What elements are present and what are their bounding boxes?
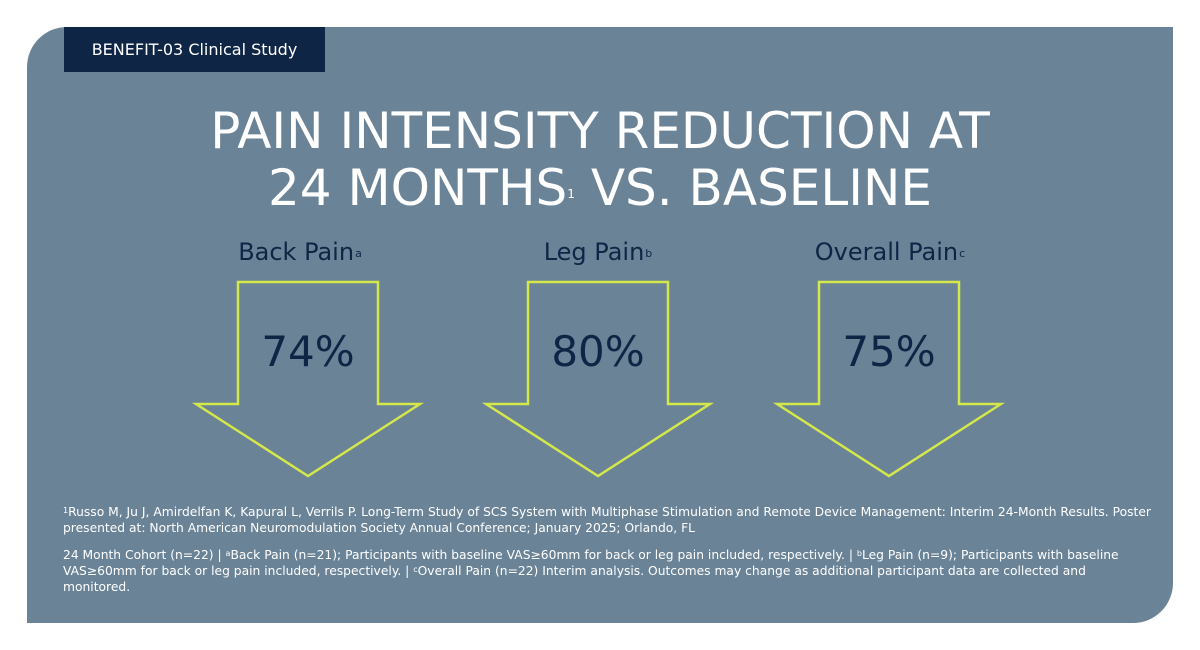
reference-marker: 1 <box>63 506 69 515</box>
reference-text: Russo M, Ju J, Amirdelfan K, Kapural L, … <box>63 505 1151 535</box>
metric-label-text: Overall Pain <box>814 238 959 266</box>
footnote-marker-c: c <box>413 565 418 574</box>
down-arrow-icon <box>773 278 1005 482</box>
title-line-1-text: PAIN INTENSITY REDUCTION AT <box>210 102 990 160</box>
metric-footnote-marker: b <box>645 247 653 260</box>
down-arrow-icon <box>192 278 424 482</box>
title-line-2-text: 24 MONTHS <box>268 159 568 217</box>
footnote-b-text: Leg Pain (n=9); Participants with baseli… <box>63 548 1119 578</box>
metric-label-text: Back Pain <box>238 238 355 266</box>
footnote-c-text: Overall Pain (n=22) Interim analysis. Ou… <box>63 564 1086 594</box>
footnote-marker-a: a <box>225 549 231 558</box>
metric-label-overall-pain: Overall Painc <box>770 237 1010 267</box>
cohort-footnote: 24 Month Cohort (n=22) | aBack Pain (n=2… <box>63 547 1153 595</box>
metric-value-back-pain: 74% <box>261 327 355 376</box>
metric-label-back-pain: Back Paina <box>180 237 420 267</box>
study-tag: BENEFIT-03 Clinical Study <box>64 27 325 72</box>
metric-label-leg-pain: Leg Painb <box>478 237 718 267</box>
title-line-2-suffix: VS. BASELINE <box>574 159 932 217</box>
down-arrow-icon <box>482 278 714 482</box>
cohort-text: 24 Month Cohort (n=22) | <box>63 548 226 562</box>
metric-label-text: Leg Pain <box>543 238 645 266</box>
page-title-line-2: 24 MONTHS1 VS. BASELINE <box>0 158 1200 218</box>
title-footnote-marker: 1 <box>567 187 575 201</box>
reference-footnote: 1Russo M, Ju J, Amirdelfan K, Kapural L,… <box>63 504 1153 536</box>
metric-footnote-marker: a <box>355 247 362 260</box>
page-title-line-1: PAIN INTENSITY REDUCTION AT <box>0 101 1200 161</box>
content-card <box>27 27 1173 623</box>
footnote-a-text: Back Pain (n=21); Participants with base… <box>230 548 857 562</box>
metric-footnote-marker: c <box>959 247 966 260</box>
footnote-marker-b: b <box>856 549 862 558</box>
metric-value-leg-pain: 80% <box>551 327 645 376</box>
metric-value-overall-pain: 75% <box>842 327 936 376</box>
